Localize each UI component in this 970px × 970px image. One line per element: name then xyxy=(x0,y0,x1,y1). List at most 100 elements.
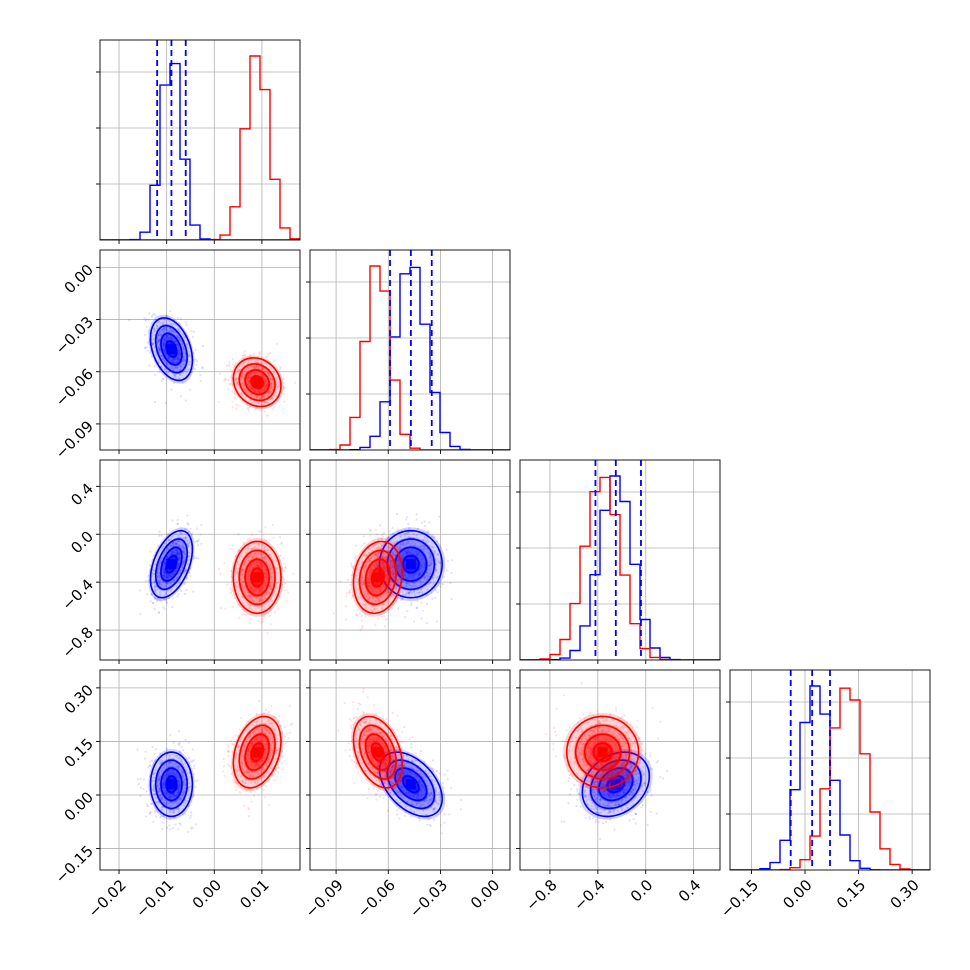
panel-frame xyxy=(309,459,511,661)
contour-blue xyxy=(149,751,194,818)
density-peak-blue xyxy=(405,779,416,790)
contour-red xyxy=(238,724,276,780)
panel-3-3: −0.15 0.00 0.15 0.30 xyxy=(717,669,931,921)
contour-blue xyxy=(378,529,444,599)
contour-blue xyxy=(149,317,194,382)
contour-red xyxy=(592,742,613,762)
x-tick-label: −0.4 xyxy=(570,876,608,914)
y-tick-label: 0.15 xyxy=(61,735,97,771)
contour-red xyxy=(232,357,282,408)
x-tick-label: 0.4 xyxy=(675,876,705,906)
contour-red xyxy=(565,715,640,789)
density-peak-red xyxy=(597,747,608,758)
contour-red xyxy=(232,540,282,615)
y-tick-label: 0.4 xyxy=(67,480,97,510)
contour-red xyxy=(250,567,264,588)
contour-blue xyxy=(154,538,188,591)
contour-red xyxy=(244,733,270,771)
x-tick-label: −0.06 xyxy=(354,876,399,921)
contour-blue xyxy=(386,759,436,810)
x-tick-label: −0.03 xyxy=(406,876,451,921)
panel-frame xyxy=(519,669,721,871)
density-peak-blue xyxy=(166,559,177,570)
contour-red xyxy=(370,742,385,762)
contour-red xyxy=(364,733,391,771)
contour-red xyxy=(574,724,631,780)
contour-red xyxy=(244,369,270,396)
contour-blue xyxy=(165,775,178,794)
y-tick-label: −0.06 xyxy=(52,365,97,410)
panel-3-1: −0.09 −0.06 −0.03 0.00 xyxy=(302,669,511,921)
density-peak-blue xyxy=(166,779,177,790)
y-tick-label: −0.15 xyxy=(52,842,97,887)
contour-blue xyxy=(581,751,651,818)
x-tick-label: −0.09 xyxy=(302,876,347,921)
contour-blue xyxy=(606,775,626,794)
panel-0-0 xyxy=(96,39,301,244)
y-tick-label: −0.4 xyxy=(59,575,97,613)
panel-1-1 xyxy=(306,249,511,454)
contour-red xyxy=(244,558,270,597)
contour-blue xyxy=(149,529,194,599)
x-tick-label: −0.02 xyxy=(85,876,130,921)
density-peak-red xyxy=(372,572,383,583)
histogram-red xyxy=(310,265,510,450)
panel-frame xyxy=(99,459,301,661)
contour-red xyxy=(583,733,622,771)
panel-frame xyxy=(99,249,301,451)
contour-red xyxy=(352,540,404,615)
x-tick-label: 0.30 xyxy=(887,876,923,912)
y-tick-label: −0.09 xyxy=(52,417,97,462)
contour-red xyxy=(232,715,282,789)
y-tick-label: 0.0 xyxy=(67,528,97,558)
panel-3-2: −0.8 −0.4 0.0 0.4 xyxy=(516,669,721,915)
panel-3-0: −0.02 −0.01 0.00 0.01 −0.15 0.00 0.15 0.30 xyxy=(52,669,301,921)
contour-blue xyxy=(394,767,428,802)
contour-red xyxy=(250,742,264,762)
contour-red xyxy=(358,549,397,606)
x-tick-label: −0.15 xyxy=(717,876,762,921)
density-peak-red xyxy=(252,572,263,583)
contour-red xyxy=(364,558,391,597)
density-peak-red xyxy=(252,747,263,758)
panel-2-1 xyxy=(306,459,511,664)
contour-blue xyxy=(160,332,183,366)
x-tick-label: 0.00 xyxy=(779,876,815,912)
y-tick-label: −0.8 xyxy=(59,623,97,661)
x-tick-label: 0.0 xyxy=(627,876,657,906)
contour-blue xyxy=(160,767,183,802)
x-tick-label: −0.01 xyxy=(132,876,177,921)
contour-red xyxy=(238,363,276,402)
density-peak-blue xyxy=(610,779,621,790)
y-tick-label: 0.00 xyxy=(61,788,97,824)
contour-blue xyxy=(402,554,420,574)
panel-frame xyxy=(99,39,301,241)
density-peak-blue xyxy=(405,559,416,570)
histogram-red xyxy=(100,55,300,240)
y-tick-label: −0.03 xyxy=(52,313,97,358)
contour-red xyxy=(358,724,397,780)
x-tick-label: 0.15 xyxy=(833,876,869,912)
contour-blue xyxy=(154,324,188,374)
contour-red xyxy=(352,715,404,789)
density-peak-red xyxy=(372,747,383,758)
y-tick-label: 0.00 xyxy=(61,261,97,297)
x-tick-label: 0.00 xyxy=(467,876,503,912)
panel-2-2 xyxy=(516,459,721,664)
contour-blue xyxy=(160,546,183,582)
density-peak-blue xyxy=(166,344,177,355)
x-tick-label: 0.00 xyxy=(189,876,225,912)
panel-frame xyxy=(99,669,301,871)
panel-1-0: −0.09 −0.06 −0.03 0.00 xyxy=(52,249,301,462)
x-tick-label: 0.01 xyxy=(236,876,272,912)
contour-red xyxy=(370,567,385,588)
panel-frame xyxy=(309,249,511,451)
panel-frame xyxy=(519,459,721,661)
contour-red xyxy=(238,549,276,606)
density-peak-red xyxy=(252,377,263,388)
x-tick-label: −0.8 xyxy=(522,876,560,914)
panel-frame xyxy=(309,669,511,871)
panel-2-0: −0.8 −0.4 0.0 0.4 xyxy=(59,459,301,664)
contour-blue xyxy=(154,759,188,810)
